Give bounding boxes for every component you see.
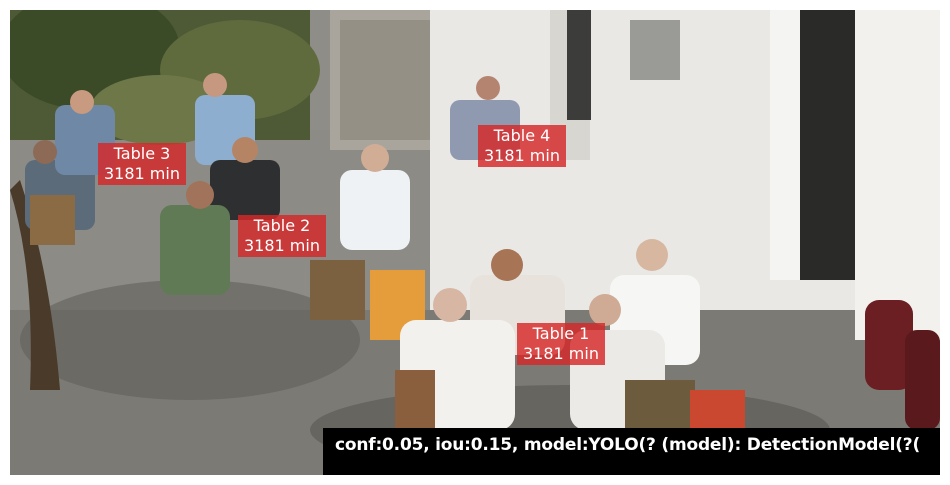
detection-label-table-2: Table 2 3181 min — [238, 215, 326, 257]
detection-label-table-3: Table 3 3181 min — [98, 143, 186, 185]
cafe-photo — [10, 10, 940, 475]
table-name: Table 3 — [113, 144, 171, 163]
table-name: Table 1 — [532, 324, 590, 343]
detection-label-table-1: Table 1 3181 min — [517, 323, 605, 365]
detection-label-table-4: Table 4 3181 min — [478, 125, 566, 167]
table-name: Table 2 — [253, 216, 311, 235]
model-status-bar: conf:0.05, iou:0.15, model:YOLO(? (model… — [323, 428, 940, 475]
dwell-time: 3181 min — [523, 344, 599, 363]
dwell-time: 3181 min — [104, 164, 180, 183]
camera-frame: Table 3 3181 min Table 4 3181 min Table … — [10, 10, 940, 475]
dwell-time: 3181 min — [244, 236, 320, 255]
dwell-time: 3181 min — [484, 146, 560, 165]
table-name: Table 4 — [493, 126, 551, 145]
